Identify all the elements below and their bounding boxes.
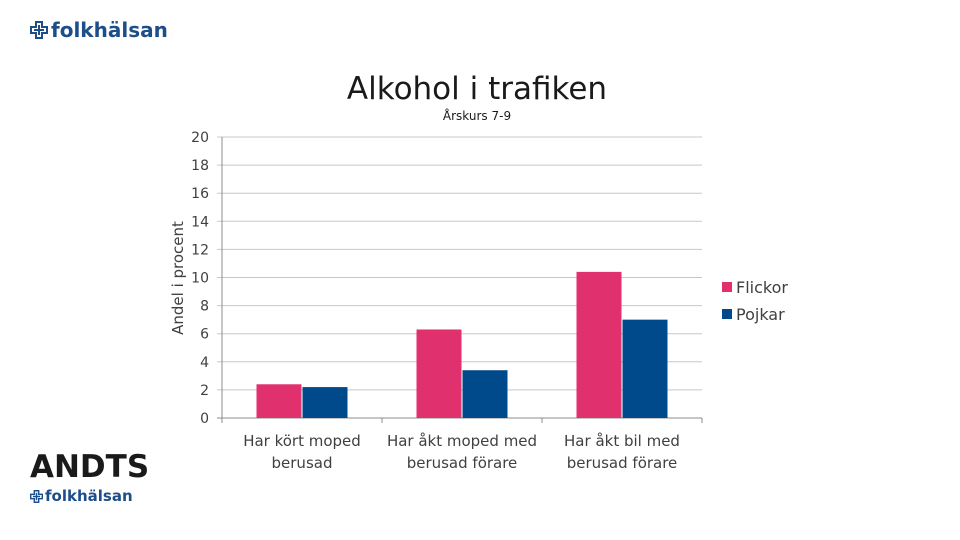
- y-tick-label: 2: [200, 383, 209, 399]
- bar-flickor: [576, 271, 622, 418]
- chart-title: Alkohol i trafiken: [347, 71, 607, 107]
- bar-pojkar: [622, 319, 668, 418]
- legend-label: Flickor: [736, 278, 788, 297]
- x-tick-label: Har åkt bil med: [564, 432, 680, 450]
- folkhalsan-logo-top: folkhälsan: [30, 20, 168, 40]
- chart-subtitle: Årskurs 7-9: [443, 108, 511, 123]
- x-tick-label: berusad: [272, 454, 333, 472]
- legend: Flickor Pojkar: [722, 278, 788, 324]
- x-tick-label: Har kört moped: [243, 432, 361, 450]
- bar-flickor: [256, 384, 302, 418]
- y-tick-label: 12: [191, 242, 209, 258]
- y-tick-labels: 0 2 4 6 8 10 12 14 16 18 20: [191, 130, 209, 427]
- y-tick-label: 0: [200, 411, 209, 427]
- bar-pojkar: [302, 387, 348, 418]
- x-tick-label: berusad förare: [567, 454, 678, 472]
- y-tick-label: 8: [200, 299, 209, 315]
- y-tick-label: 20: [191, 130, 209, 146]
- x-tick-label: berusad förare: [407, 454, 518, 472]
- x-tick-label: Har åkt moped med: [387, 432, 537, 450]
- y-tick-label: 4: [200, 355, 209, 371]
- legend-swatch: [722, 309, 732, 319]
- bar-flickor: [416, 329, 462, 418]
- folkhalsan-cross-icon: [30, 490, 43, 503]
- y-tick-label: 18: [191, 158, 209, 174]
- brand-name-bottom: folkhälsan: [45, 487, 133, 505]
- bar-pojkar: [462, 370, 508, 418]
- x-tick-labels: Har kört moped berusad Har åkt moped med be…: [243, 432, 680, 472]
- y-tick-label: 10: [191, 271, 209, 287]
- y-tick-label: 6: [200, 327, 209, 343]
- legend-label: Pojkar: [736, 305, 785, 324]
- legend-swatch: [722, 282, 732, 292]
- y-tick-label: 16: [191, 186, 209, 202]
- andts-logo: ANDTS folkhälsan: [30, 452, 149, 504]
- folkhalsan-logo-bottom: folkhälsan: [30, 489, 149, 504]
- bars: [256, 271, 668, 418]
- andts-label: ANDTS: [30, 449, 150, 485]
- folkhalsan-cross-icon: [30, 21, 48, 39]
- y-tick-label: 14: [191, 214, 209, 230]
- brand-name: folkhälsan: [51, 18, 168, 42]
- y-axis-label: Andel i procent: [169, 221, 187, 335]
